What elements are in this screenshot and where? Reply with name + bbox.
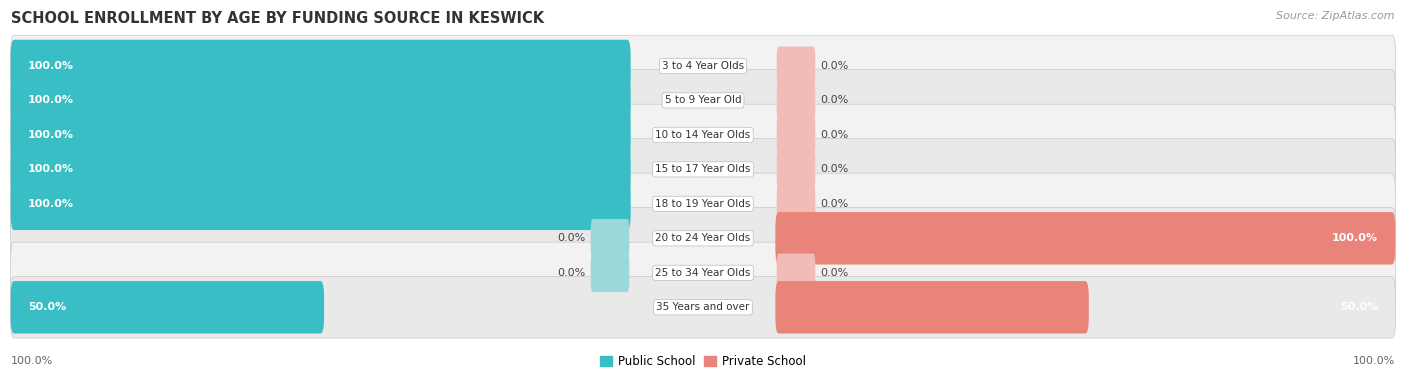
Text: 100.0%: 100.0% [28,61,75,71]
FancyBboxPatch shape [776,150,815,188]
Text: 100.0%: 100.0% [28,199,75,209]
FancyBboxPatch shape [776,253,815,292]
Text: 0.0%: 0.0% [820,95,848,106]
FancyBboxPatch shape [11,143,631,196]
Text: 25 to 34 Year Olds: 25 to 34 Year Olds [655,268,751,278]
Text: 15 to 17 Year Olds: 15 to 17 Year Olds [655,164,751,175]
Legend: Public School, Private School: Public School, Private School [595,351,811,373]
FancyBboxPatch shape [11,281,323,334]
Text: SCHOOL ENROLLMENT BY AGE BY FUNDING SOURCE IN KESWICK: SCHOOL ENROLLMENT BY AGE BY FUNDING SOUR… [11,11,544,26]
FancyBboxPatch shape [11,74,631,127]
Text: 50.0%: 50.0% [28,302,66,312]
FancyBboxPatch shape [11,242,1395,303]
FancyBboxPatch shape [11,178,631,230]
FancyBboxPatch shape [775,281,1088,334]
Text: 0.0%: 0.0% [820,130,848,140]
Text: 10 to 14 Year Olds: 10 to 14 Year Olds [655,130,751,140]
Text: 35 Years and over: 35 Years and over [657,302,749,312]
Text: Source: ZipAtlas.com: Source: ZipAtlas.com [1277,11,1395,21]
FancyBboxPatch shape [776,47,815,85]
Text: 0.0%: 0.0% [820,199,848,209]
FancyBboxPatch shape [11,173,1395,234]
FancyBboxPatch shape [775,212,1395,265]
Text: 100.0%: 100.0% [1331,233,1378,243]
Text: 100.0%: 100.0% [28,164,75,175]
FancyBboxPatch shape [11,40,631,92]
FancyBboxPatch shape [776,81,815,120]
Text: 0.0%: 0.0% [820,61,848,71]
Text: 0.0%: 0.0% [820,268,848,278]
Text: 0.0%: 0.0% [558,268,586,278]
FancyBboxPatch shape [11,277,1395,338]
FancyBboxPatch shape [11,139,1395,200]
FancyBboxPatch shape [11,104,1395,166]
FancyBboxPatch shape [11,208,1395,269]
Text: 18 to 19 Year Olds: 18 to 19 Year Olds [655,199,751,209]
FancyBboxPatch shape [11,70,1395,131]
Text: 3 to 4 Year Olds: 3 to 4 Year Olds [662,61,744,71]
FancyBboxPatch shape [591,219,630,257]
FancyBboxPatch shape [11,109,631,161]
Text: 50.0%: 50.0% [1340,302,1378,312]
Text: 0.0%: 0.0% [558,233,586,243]
Text: 5 to 9 Year Old: 5 to 9 Year Old [665,95,741,106]
FancyBboxPatch shape [776,116,815,154]
Text: 20 to 24 Year Olds: 20 to 24 Year Olds [655,233,751,243]
FancyBboxPatch shape [776,185,815,223]
FancyBboxPatch shape [11,35,1395,97]
Text: 100.0%: 100.0% [11,356,53,366]
Text: 100.0%: 100.0% [28,95,75,106]
Text: 0.0%: 0.0% [820,164,848,175]
Text: 100.0%: 100.0% [28,130,75,140]
Text: 100.0%: 100.0% [1353,356,1395,366]
FancyBboxPatch shape [591,253,630,292]
